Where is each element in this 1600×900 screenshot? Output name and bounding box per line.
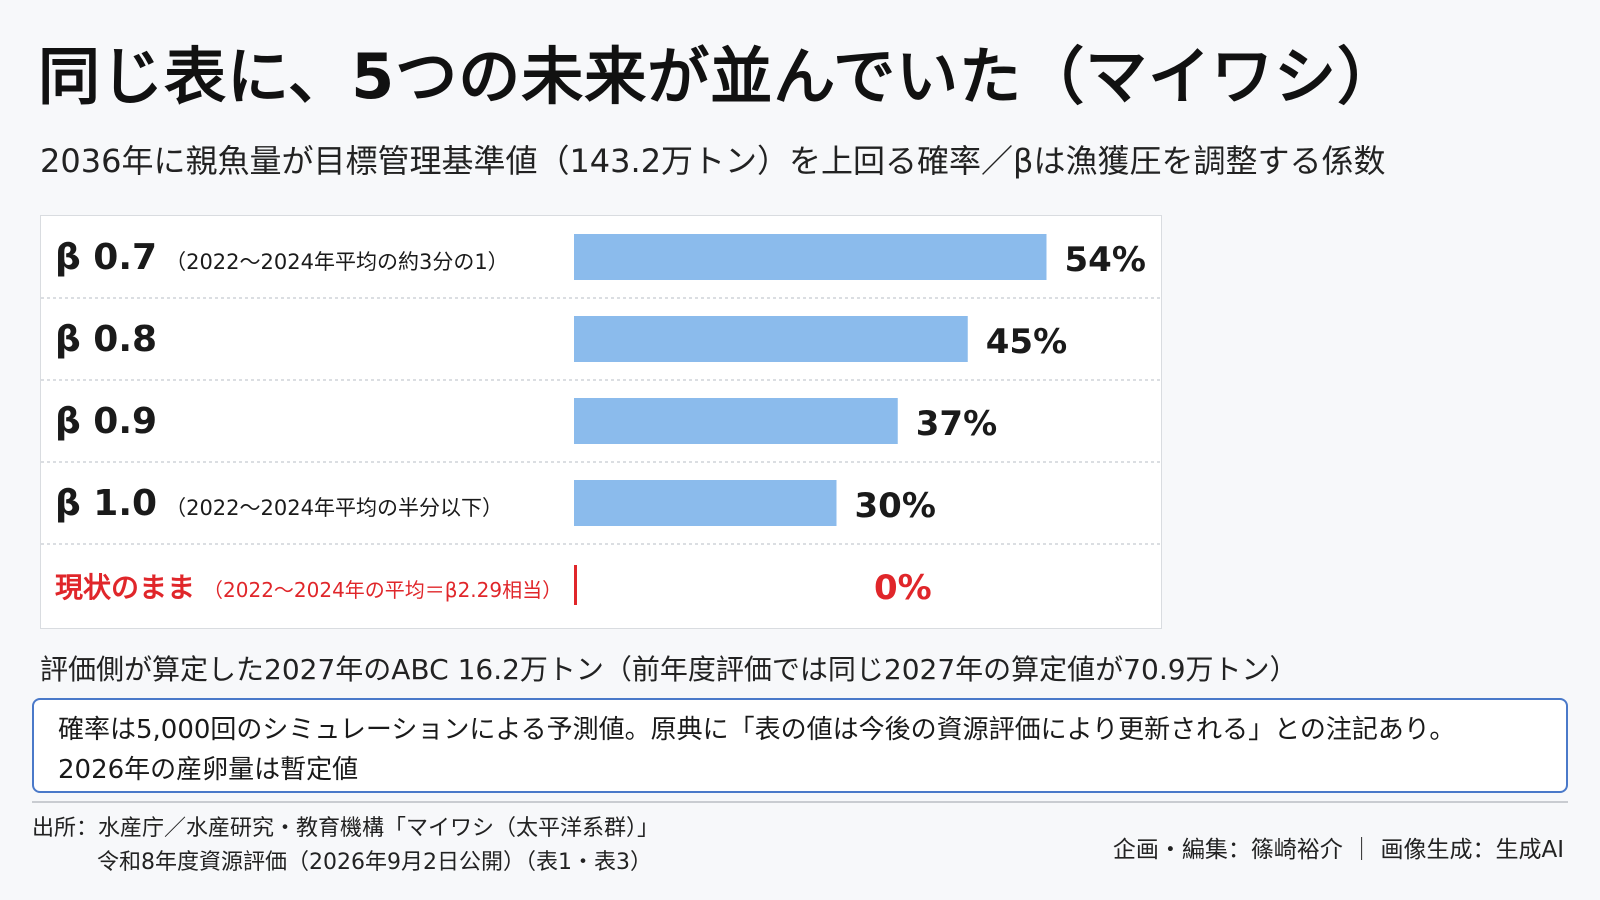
category-label: β 0.8 (55, 319, 157, 360)
value-label: 45% (986, 322, 1067, 362)
value-label: 37% (916, 404, 997, 444)
category-label: 現状のまま （2022～2024年の平均＝β2.29相当） (55, 571, 562, 604)
note-box: 確率は5,000回のシミュレーションによる予測値。原典に「表の値は今後の資源評価… (32, 698, 1568, 793)
bar-zero-marker (574, 565, 577, 605)
category-label-main: β 1.0 (55, 483, 157, 524)
bar (574, 316, 968, 362)
bar (574, 480, 837, 526)
value-label: 30% (855, 486, 936, 526)
category-label: β 0.7 （2022～2024年平均の約3分の1） (55, 237, 509, 278)
source-citation: 出所：水産庁／水産研究・教育機構「マイワシ（太平洋系群）」 令和8年度資源評価（… (32, 812, 659, 880)
category-label-sub: （2022～2024年平均の半分以下） (165, 496, 503, 520)
bar (574, 234, 1047, 280)
category-label-sub: （2022～2024年平均の約3分の1） (165, 250, 509, 274)
abc-note: 評価側が算定した2027年のABC 16.2万トン（前年度評価では同じ2027年… (40, 653, 1298, 686)
page-subtitle: 2036年に親魚量が目標管理基準値（143.2万トン）を上回る確率／βは漁獲圧を… (40, 142, 1386, 180)
category-label-main: β 0.8 (55, 319, 157, 360)
chart-svg: β 0.7 （2022～2024年平均の約3分の1） 54% β 0.8 45% β 0.… (41, 234, 1161, 608)
category-label-sub: （2022～2024年の平均＝β2.29相当） (203, 578, 562, 602)
category-label-main: 現状のまま (55, 571, 195, 604)
bar (574, 398, 898, 444)
category-label-main: β 0.9 (55, 401, 157, 442)
source-line-2: 令和8年度資源評価（2026年9月2日公開）（表1・表3） (97, 850, 652, 875)
page-title: 同じ表に、5つの未来が並んでいた（マイワシ） (38, 40, 1401, 113)
category-label: β 0.9 (55, 401, 157, 442)
category-label-main: β 0.7 (55, 237, 157, 278)
value-label: 0% (874, 568, 932, 608)
footer-divider (32, 801, 1568, 803)
probability-bar-chart: β 0.7 （2022～2024年平均の約3分の1） 54% β 0.8 45% β 0.… (40, 215, 1162, 629)
note-line-2: 2026年の産卵量は暫定値 (58, 755, 359, 785)
category-label: β 1.0 （2022～2024年平均の半分以下） (55, 483, 503, 524)
value-label: 54% (1065, 240, 1146, 280)
note-line-1: 確率は5,000回のシミュレーションによる予測値。原典に「表の値は今後の資源評価… (58, 715, 1456, 745)
source-line-1: 出所：水産庁／水産研究・教育機構「マイワシ（太平洋系群）」 (32, 816, 660, 841)
credit-line: 企画・編集：篠崎裕介 ｜ 画像生成：生成AI (1112, 837, 1564, 863)
